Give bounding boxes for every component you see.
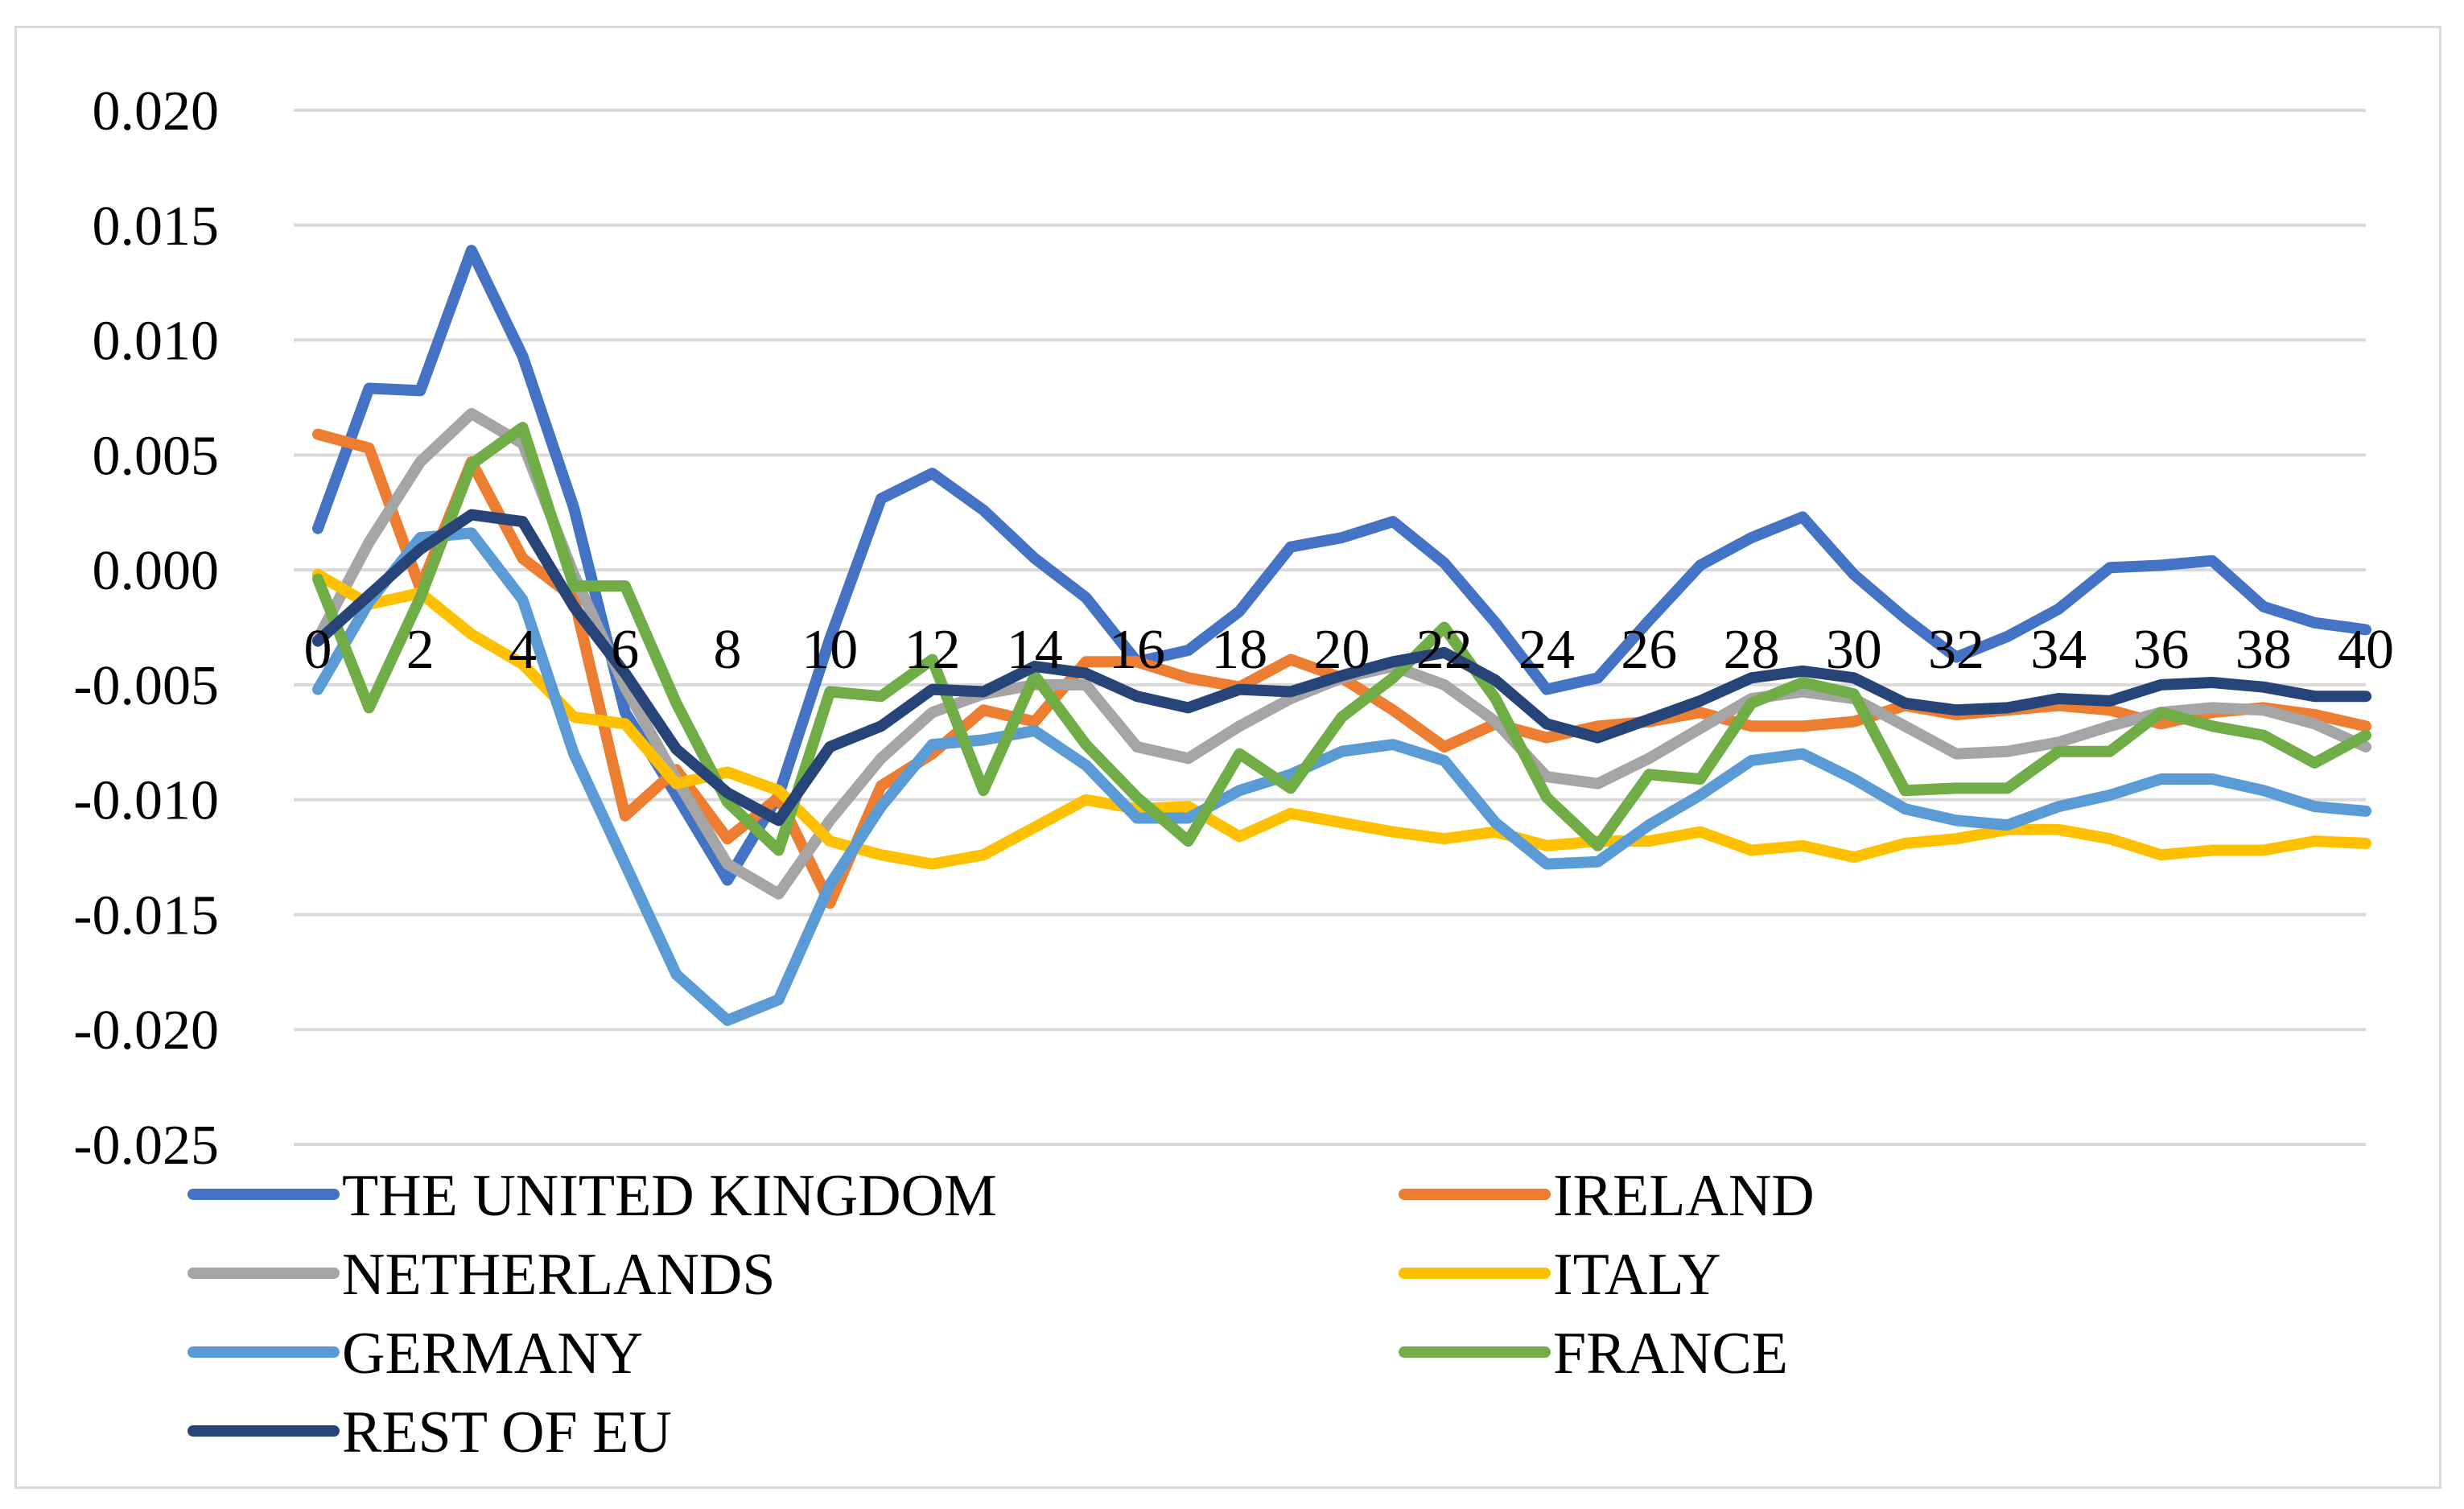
x-tick-label: 22 [1416, 619, 1473, 681]
x-tick-label: 26 [1621, 619, 1677, 681]
x-tick-label: 8 [714, 619, 742, 681]
legend: THE UNITED KINGDOM IRELAND NETHERLANDS ITAL… [187, 1163, 1815, 1466]
x-tick-label: 28 [1724, 619, 1780, 681]
y-tick-label: -0.005 [73, 655, 219, 717]
y-tick-label: -0.020 [73, 1000, 219, 1062]
legend-item: IRELAND [1399, 1163, 1815, 1229]
y-tick-label: -0.010 [73, 770, 219, 832]
legend-item: GERMANY [187, 1321, 643, 1387]
x-tick-label: 2 [406, 619, 435, 681]
x-tick-label: 16 [1109, 619, 1165, 681]
x-tick-label: 38 [2235, 619, 2292, 681]
y-tick-label: 0.000 [93, 540, 220, 602]
y-tick-label: 0.005 [93, 425, 220, 487]
series-line-france [312, 422, 2371, 856]
y-tick-label: 0.010 [93, 311, 220, 373]
series-line-germany [312, 527, 2371, 1026]
x-tick-label: 30 [1826, 619, 1882, 681]
x-tick-label: 6 [611, 619, 639, 681]
legend-item: NETHERLANDS [187, 1242, 776, 1308]
y-tick-label: 0.015 [93, 196, 220, 258]
series-line-the-united-kingdom [312, 245, 2371, 886]
chart-frame [14, 26, 2441, 1489]
legend-label: FRANCE [1553, 1321, 1788, 1387]
x-tick-label: 24 [1518, 619, 1575, 681]
legend-label: IRELAND [1553, 1163, 1815, 1229]
y-axis-tick-labels: 0.020 0.015 0.010 0.005 0.000 -0.005 -0.010 -0.… [73, 80, 219, 1177]
series-line-rest-of-eu [312, 509, 2371, 827]
legend-label: GERMANY [342, 1321, 643, 1387]
x-tick-label: 34 [2030, 619, 2087, 681]
series-line-italy [312, 568, 2371, 870]
x-axis-tick-labels: 0 2 4 6 8 10 12 14 16 18 20 22 24 26 28 30 32 34 36 38 40 [304, 619, 2395, 681]
series-lines [312, 245, 2371, 1026]
x-tick-label: 12 [904, 619, 961, 681]
y-tick-label: 0.020 [93, 80, 220, 142]
y-tick-label: -0.025 [73, 1115, 219, 1177]
x-tick-label: 4 [509, 619, 537, 681]
x-tick-label: 0 [304, 619, 332, 681]
x-tick-label: 18 [1211, 619, 1267, 681]
legend-item: REST OF EU [187, 1400, 672, 1466]
legend-label: ITALY [1553, 1242, 1721, 1308]
x-tick-label: 20 [1314, 619, 1370, 681]
y-tick-label: -0.015 [73, 884, 219, 946]
x-tick-label: 40 [2338, 619, 2394, 681]
gridlines [294, 109, 2366, 1146]
x-tick-label: 10 [801, 619, 858, 681]
x-tick-label: 36 [2133, 619, 2190, 681]
legend-item: FRANCE [1399, 1321, 1788, 1387]
legend-label: NETHERLANDS [342, 1242, 776, 1308]
x-tick-label: 14 [1007, 619, 1063, 681]
x-tick-label: 32 [1928, 619, 1984, 681]
legend-item: THE UNITED KINGDOM [187, 1163, 997, 1229]
legend-label: THE UNITED KINGDOM [342, 1163, 997, 1229]
legend-item: ITALY [1399, 1242, 1721, 1308]
legend-label: REST OF EU [342, 1400, 672, 1466]
